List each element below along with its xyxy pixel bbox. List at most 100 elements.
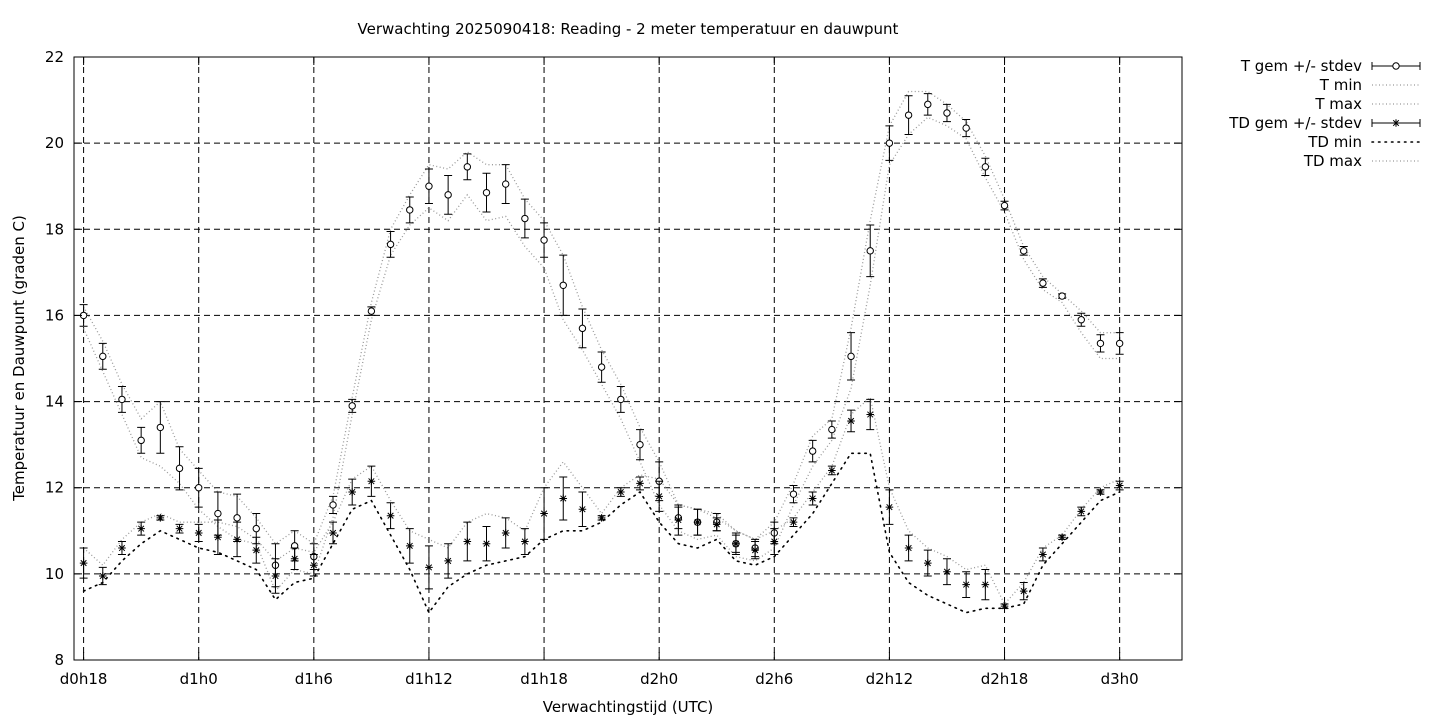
data-point [617,395,625,404]
data-point [1096,339,1105,348]
data-point [79,559,88,567]
data-point [981,163,990,171]
data-point [847,417,855,425]
y-tick-label: 12 [45,479,64,497]
y-tick-label: 14 [45,393,64,411]
legend-label: TD max [1303,152,1362,170]
data-point [1115,339,1124,348]
x-tick-label: d1h6 [295,670,333,688]
x-tick-label: d2h6 [755,670,793,688]
x-axis-label: Verwachtingstijd (UTC) [543,698,714,716]
data-point [367,307,376,315]
x-tick-label: d0h18 [60,670,108,688]
data-point [885,503,894,511]
data-point [329,501,337,509]
data-point [195,484,203,492]
data-point [1000,201,1009,210]
data-point [386,511,395,520]
series-line [83,90,1120,545]
data-point [943,567,951,576]
x-tick-label: d2h18 [981,670,1029,688]
legend-label: TD min [1307,133,1362,151]
data-point [924,100,932,109]
plot-frame [73,56,1183,661]
data-point [636,479,644,488]
data-point [425,182,433,190]
data-point [693,518,702,526]
x-tick-label: d2h12 [866,670,914,688]
data-point [636,440,644,449]
data-point [885,139,894,147]
data-point [808,494,817,503]
y-tick-label: 20 [45,134,64,152]
legend-label: T max [1314,95,1362,113]
data-point [137,524,145,533]
data-point [655,492,663,501]
data-point [674,516,683,524]
data-point [597,363,606,371]
data-point [712,520,721,529]
data-point [156,514,165,522]
y-tick-label: 22 [45,48,64,66]
data-point [789,518,798,526]
x-tick-label: d1h12 [405,670,453,688]
data-point [501,180,510,188]
x-tick-label: d3h0 [1101,670,1139,688]
data-point [1020,247,1028,255]
data-point [751,546,759,554]
data-point [617,488,625,496]
data-point [1077,507,1086,516]
data-point [482,539,491,548]
data-point [406,206,414,214]
data-point [444,191,452,199]
data-point [540,236,548,244]
data-point [329,529,337,537]
y-tick-label: 16 [45,306,64,324]
x-tick-label: d1h0 [180,670,218,688]
data-point [866,247,874,255]
data-point [1096,488,1105,496]
data-point [175,464,184,473]
data-point [770,537,779,546]
data-point [789,490,798,498]
data-point [118,395,126,404]
data-point [444,557,452,565]
data-point [1058,292,1066,300]
y-tick-label: 10 [45,565,64,583]
data-point [463,537,472,546]
data-point [348,488,356,496]
data-point [578,324,587,333]
data-point [137,436,145,445]
data-point [521,214,529,223]
data-point [828,425,836,434]
data-point [1115,481,1124,490]
legend-marker [1392,119,1400,127]
data-point [175,524,184,533]
x-tick-label: d2h0 [640,670,678,688]
grid-lines [74,57,1182,660]
data-point [732,539,740,548]
data-point [828,466,836,475]
data-point [482,188,491,197]
series-line [83,396,1120,606]
series-td-min [82,452,1121,615]
legend-label: T min [1319,76,1362,94]
series-t-max [83,90,1120,545]
data-point [904,544,913,552]
data-point [367,477,376,486]
data-point [233,535,241,544]
data-point [559,494,568,503]
data-point [923,559,932,567]
data-point [194,529,203,537]
data-point [98,572,107,580]
data-point [540,509,548,518]
data-point [425,563,433,572]
data-point [943,109,951,117]
data-point [578,505,587,514]
y-tick-label: 18 [45,220,64,238]
data-point [1000,602,1009,610]
data-point [271,572,280,580]
data-point [290,554,299,563]
